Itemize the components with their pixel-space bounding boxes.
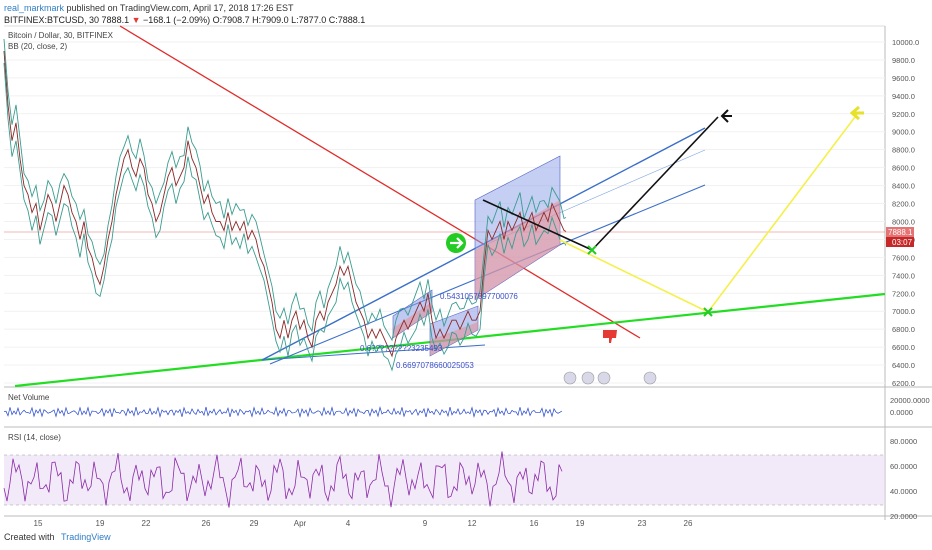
x-axis-ticks: 15 19 22 26 29 Apr 4 9 12 16 19 23 26 bbox=[34, 519, 693, 528]
bb-indicator-label[interactable]: BB (20, close, 2) bbox=[8, 42, 68, 51]
fib-annotation-2: 0.6697078660025053 bbox=[396, 361, 474, 370]
x-tick-label: 16 bbox=[530, 519, 539, 528]
y-tick-label: 10000.0 bbox=[892, 38, 919, 47]
tradingview-logo[interactable]: TradingView bbox=[61, 532, 111, 542]
x-tick-label: 19 bbox=[96, 519, 105, 528]
symbol-name: BITFINEX:BTCUSD, 30 bbox=[4, 15, 100, 25]
fib-annotation-3: 0.6?????????3235493 bbox=[360, 344, 443, 353]
author-link[interactable]: real_markmark bbox=[4, 3, 65, 13]
volume-tick-zero: 0.0000 bbox=[890, 408, 913, 417]
rsi-series[interactable] bbox=[3, 451, 563, 508]
y-tick-label: 9200.0 bbox=[892, 110, 915, 119]
y-tick-label: 6400.0 bbox=[892, 361, 915, 370]
rsi-pane-title[interactable]: RSI (14, close) bbox=[8, 433, 61, 442]
volume-tick-top: 20000.0000 bbox=[890, 396, 930, 405]
x-tick-label: 15 bbox=[34, 519, 43, 528]
x-tick-label: 4 bbox=[346, 519, 351, 528]
yellow-arrow-icon[interactable] bbox=[849, 105, 864, 121]
y-tick-label: 6600.0 bbox=[892, 343, 915, 352]
y-tick-label: 7200.0 bbox=[892, 289, 915, 298]
bb-lower-band[interactable] bbox=[3, 62, 567, 372]
last-price: 7888.1 bbox=[101, 15, 130, 25]
price-tag-bg bbox=[886, 227, 914, 237]
down-arrow-icon: ▼ bbox=[131, 15, 141, 25]
projection-yellow-segment-2[interactable] bbox=[707, 112, 859, 313]
price-change: −168.1 (−2.09%) bbox=[143, 15, 211, 25]
countdown-bg bbox=[886, 237, 914, 247]
y-tick-label: 6200.0 bbox=[892, 379, 915, 388]
y-tick-label: 8400.0 bbox=[892, 182, 915, 191]
rsi-tick-80: 80.0000 bbox=[890, 437, 917, 446]
x-tick-label: 19 bbox=[576, 519, 585, 528]
x-tick-label: 12 bbox=[468, 519, 477, 528]
projection-black-segment-2[interactable] bbox=[591, 116, 719, 251]
publish-info: published on TradingView.com, April 17, … bbox=[66, 3, 294, 13]
event-badges[interactable] bbox=[563, 371, 657, 385]
symbol-header: BITFINEX:BTCUSD, 30 7888.1 ▼ −168.1 (−2.… bbox=[4, 14, 365, 26]
ohlc-values: O:7908.7 H:7909.0 L:7877.0 C:7888.1 bbox=[212, 15, 366, 25]
rsi-band bbox=[4, 455, 885, 505]
y-tick-label: 9400.0 bbox=[892, 92, 915, 101]
y-tick-label: 8000.0 bbox=[892, 217, 915, 226]
footer: Created with TradingView bbox=[4, 532, 111, 542]
y-tick-label: 7000.0 bbox=[892, 307, 915, 316]
y-tick-label: 9600.0 bbox=[892, 74, 915, 83]
x-tick-label: 9 bbox=[423, 519, 428, 528]
projection-black-segment-1[interactable] bbox=[482, 199, 593, 251]
y-tick-label: 9000.0 bbox=[892, 128, 915, 137]
pane-title: Bitcoin / Dollar, 30, BITFINEX bbox=[8, 31, 113, 40]
rsi-tick-40: 40.0000 bbox=[890, 487, 917, 496]
thumbs-down-icon[interactable] bbox=[603, 330, 617, 343]
y-tick-label: 7400.0 bbox=[892, 271, 915, 280]
green-arrow-icon[interactable] bbox=[446, 233, 466, 253]
x-tick-label: 23 bbox=[638, 519, 647, 528]
y-tick-label: 8600.0 bbox=[892, 164, 915, 173]
countdown: 03:07 bbox=[892, 238, 913, 247]
price-series-line[interactable] bbox=[3, 50, 567, 358]
y-tick-label: 6800.0 bbox=[892, 325, 915, 334]
volume-pane-title[interactable]: Net Volume bbox=[8, 393, 50, 402]
y-tick-label: 8800.0 bbox=[892, 146, 915, 155]
fib-annotation-1: 0.5431057597700076 bbox=[440, 292, 518, 301]
x-tick-label: Apr bbox=[294, 519, 307, 528]
y-tick-label: 8200.0 bbox=[892, 200, 915, 209]
y-axis-ticks: 10000.0 9800.0 9600.0 9400.0 9200.0 9000.0 880… bbox=[892, 38, 919, 388]
cross-marker-1 bbox=[587, 245, 597, 255]
net-volume-series[interactable] bbox=[3, 406, 563, 418]
grid bbox=[4, 41, 885, 384]
bb-upper-band[interactable] bbox=[3, 38, 567, 342]
y-tick-label: 7600.0 bbox=[892, 253, 915, 262]
x-tick-label: 26 bbox=[684, 519, 693, 528]
y-tick-label: 9800.0 bbox=[892, 56, 915, 65]
cross-marker-2 bbox=[703, 307, 713, 317]
publish-header: real_markmark published on TradingView.c… bbox=[4, 2, 294, 14]
x-tick-label: 26 bbox=[202, 519, 211, 528]
descending-trendline[interactable] bbox=[119, 25, 641, 339]
black-arrow-icon[interactable] bbox=[720, 109, 732, 123]
x-tick-label: 22 bbox=[142, 519, 151, 528]
price-tag: 7888.1 bbox=[888, 228, 913, 237]
chart-svg[interactable]: 10000.0 9800.0 9600.0 9400.0 9200.0 9000.0 880… bbox=[0, 0, 932, 530]
x-tick-label: 29 bbox=[250, 519, 259, 528]
created-with-label: Created with bbox=[4, 532, 55, 542]
projection-yellow-segment-1[interactable] bbox=[559, 239, 709, 313]
rsi-tick-60: 60.0000 bbox=[890, 462, 917, 471]
rsi-tick-20: 20.0000 bbox=[890, 512, 917, 521]
